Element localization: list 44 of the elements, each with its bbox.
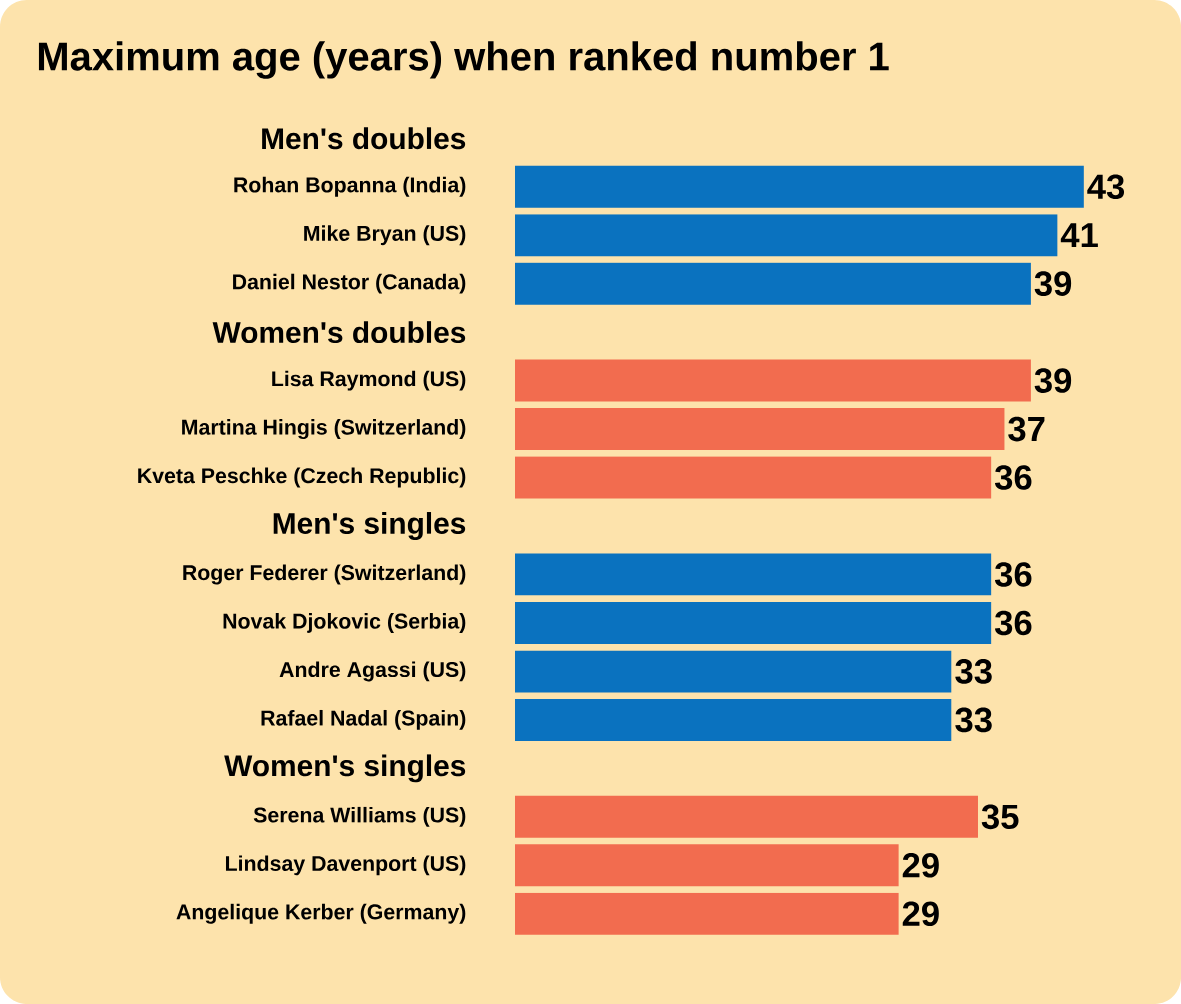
y-tick-label: Rafael Nadal (Spain)	[261, 709, 466, 730]
bar	[515, 408, 1005, 451]
bar	[515, 553, 992, 596]
bar	[515, 456, 992, 499]
bar	[515, 795, 978, 838]
bar	[515, 650, 952, 693]
data-label: 41	[1060, 223, 1098, 248]
y-tick-label: Daniel Nestor (Canada)	[233, 273, 466, 294]
data-label: 29	[902, 901, 939, 927]
data-label: 37	[1008, 416, 1045, 442]
data-label: 39	[1034, 271, 1072, 296]
bar	[515, 844, 899, 887]
data-label: 29	[902, 853, 939, 878]
y-tick-label: Andre Agassi (US)	[279, 661, 466, 682]
bar	[515, 262, 1031, 305]
y-tick-label: Martina Hingis (Switzerland)	[182, 419, 466, 440]
y-tick-label: Men's singles	[273, 512, 466, 541]
y-tick-label: Angelique Kerber (Germany)	[176, 903, 466, 924]
bar	[515, 165, 1084, 208]
y-tick-label: Women's doubles	[212, 321, 466, 344]
y-tick-label: Women's singles	[224, 754, 466, 783]
bar	[515, 698, 952, 741]
data-label: 33	[955, 707, 992, 733]
bar	[515, 359, 1031, 402]
y-tick-label: Lisa Raymond (US)	[272, 370, 466, 391]
bar	[515, 601, 992, 644]
y-tick-label: Men's doubles	[262, 127, 466, 150]
y-tick-label: Novak Djokovic (Serbia)	[223, 613, 466, 633]
y-tick-label: Lindsay Davenport (US)	[225, 855, 466, 876]
y-tick-label: Kveta Peschke (Czech Republic)	[138, 467, 466, 488]
bar	[515, 892, 899, 935]
data-label: 39	[1034, 368, 1072, 393]
data-label: 36	[994, 610, 1032, 636]
chart-title: Maximum age (years) when ranked number 1	[38, 41, 889, 79]
y-tick-label: Rohan Bopanna (India)	[234, 176, 466, 197]
data-label: 43	[1087, 174, 1125, 200]
bar	[515, 214, 1058, 257]
data-label: 36	[994, 562, 1032, 587]
y-tick-label: Serena Williams (US)	[253, 806, 466, 827]
data-label: 36	[994, 465, 1032, 490]
data-label: 35	[981, 804, 1019, 830]
y-tick-label: Roger Federer (Switzerland)	[183, 564, 466, 585]
data-label: 33	[955, 659, 992, 684]
y-tick-label: Mike Bryan (US)	[304, 225, 466, 246]
